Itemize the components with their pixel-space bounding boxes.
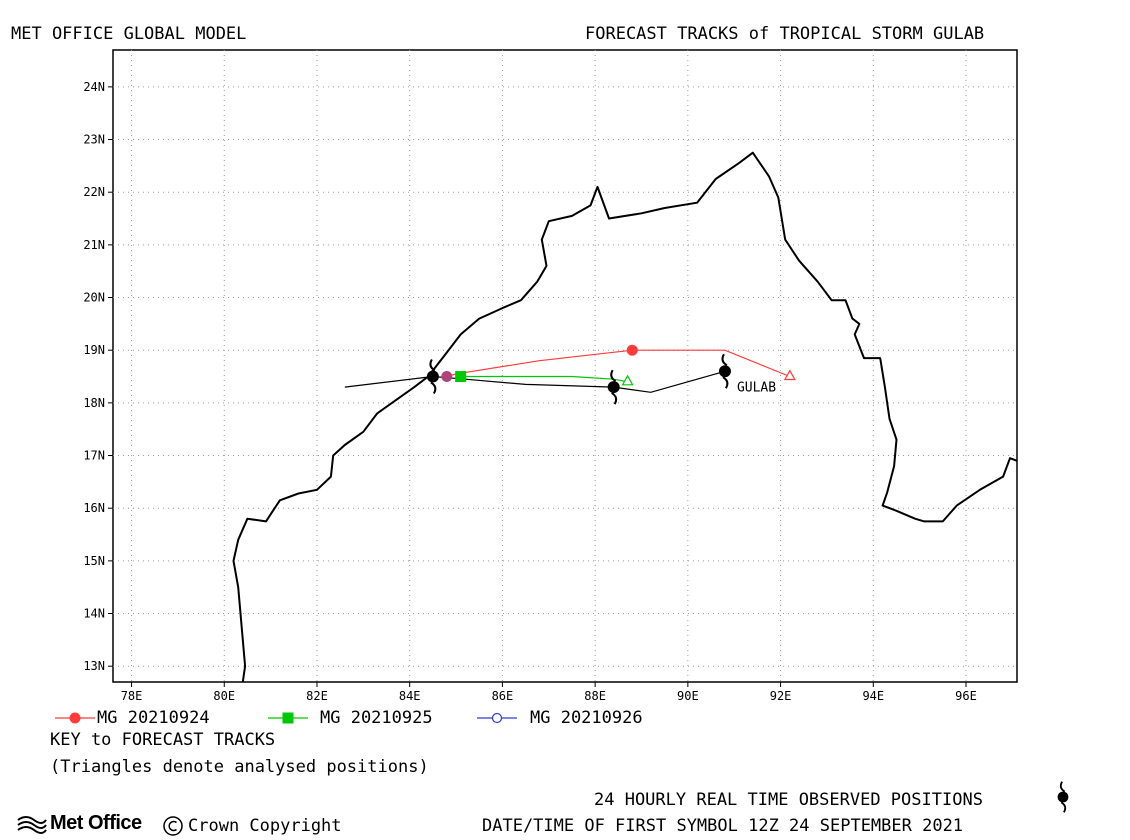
header-chart-title: FORECAST TRACKS of TROPICAL STORM GULAB (585, 24, 985, 44)
observed-storm-symbol (607, 369, 620, 405)
footer-storm-symbol (1057, 781, 1069, 813)
lat-tick-label: 20N (83, 291, 105, 305)
lat-tick-label: 23N (83, 133, 105, 147)
forecast-track-marker (455, 371, 467, 383)
lon-tick-label: 92E (770, 689, 792, 703)
observed-positions-caption: 24 HOURLY REAL TIME OBSERVED POSITIONS (594, 790, 983, 810)
legend-note: (Triangles denote analysed positions) (50, 757, 429, 777)
forecast-track-marker (626, 344, 638, 356)
storm-symbol-arm (611, 392, 618, 405)
observed-track-line (344, 370, 726, 393)
map-frame (112, 49, 1018, 683)
forecast-track-marker (441, 371, 453, 383)
storm-symbol-arm (1059, 781, 1066, 793)
legend-item-mg-20210925: MG 20210925 (320, 708, 433, 728)
storm-symbol-eye (607, 381, 620, 394)
legend-marker (282, 712, 294, 724)
met-office-logo-icon (17, 816, 47, 834)
map-axis-ticks: 78E 80E 82E 84E 86E 88E 90E 92E 94E 96E 13N 14N 15N 1… (83, 80, 977, 703)
storm-symbol-eye (718, 365, 731, 378)
observed-storm-symbol (718, 353, 731, 389)
lon-tick-label: 96E (955, 689, 977, 703)
storm-name-label: GULAB (737, 380, 776, 395)
observed-track (344, 370, 726, 393)
observed-storm-symbol (426, 359, 439, 395)
lat-tick-label: 22N (83, 185, 105, 199)
lat-tick-label: 16N (83, 501, 105, 515)
legend-marker (69, 712, 81, 724)
storm-symbol-arm (430, 381, 437, 395)
footer-storm-symbol-icon (1057, 781, 1069, 813)
copyright-icon (163, 816, 183, 836)
analysed-position-triangle (621, 374, 634, 386)
lon-tick-label: 88E (584, 689, 606, 703)
lon-tick-label: 90E (677, 689, 699, 703)
legend-title: KEY to FORECAST TRACKS (50, 730, 276, 750)
met-office-logo-text: Met Office (50, 812, 142, 834)
forecast-track-line (446, 349, 791, 378)
lon-tick-label: 94E (862, 689, 884, 703)
lon-tick-label: 78E (121, 689, 143, 703)
storm-symbol-arm (429, 359, 436, 372)
lat-tick-label: 19N (83, 343, 105, 357)
lat-tick-label: 14N (83, 607, 105, 621)
observed-storm-symbols (426, 353, 731, 405)
storm-symbol-arm (610, 369, 617, 382)
lon-tick-label: 84E (399, 689, 421, 703)
lon-tick-label: 80E (213, 689, 235, 703)
lon-tick-label: 82E (306, 689, 328, 703)
storm-symbol-arm (1060, 801, 1067, 813)
storm-symbol-arm (721, 353, 728, 367)
legend-item-mg-20210926: MG 20210926 (530, 708, 643, 728)
lon-tick-label: 86E (492, 689, 514, 703)
storm-symbol-eye (426, 370, 439, 383)
lat-tick-label: 13N (83, 659, 105, 673)
coastline (232, 151, 1018, 683)
map-grid (112, 49, 1018, 683)
first-symbol-datetime: DATE/TIME OF FIRST SYMBOL 12Z 24 SEPTEMB… (482, 816, 964, 836)
storm-symbol-eye (1057, 791, 1069, 803)
forecast-tracks (441, 344, 796, 386)
legend-marker (491, 712, 503, 724)
lat-tick-label: 18N (83, 396, 105, 410)
forecast-track-line (460, 375, 628, 383)
coastline-path (232, 151, 1018, 683)
legend-item-mg-20210924: MG 20210924 (97, 708, 210, 728)
lat-tick-label: 21N (83, 238, 105, 252)
lat-tick-label: 24N (83, 80, 105, 94)
legend-symbols (55, 712, 517, 724)
header-model-title: MET OFFICE GLOBAL MODEL (11, 24, 247, 44)
lat-tick-label: 17N (83, 449, 105, 463)
analysed-position-triangle (783, 369, 796, 381)
lat-tick-label: 15N (83, 554, 105, 568)
storm-symbol-arm (722, 376, 729, 389)
copyright-text: Crown Copyright (188, 816, 342, 836)
